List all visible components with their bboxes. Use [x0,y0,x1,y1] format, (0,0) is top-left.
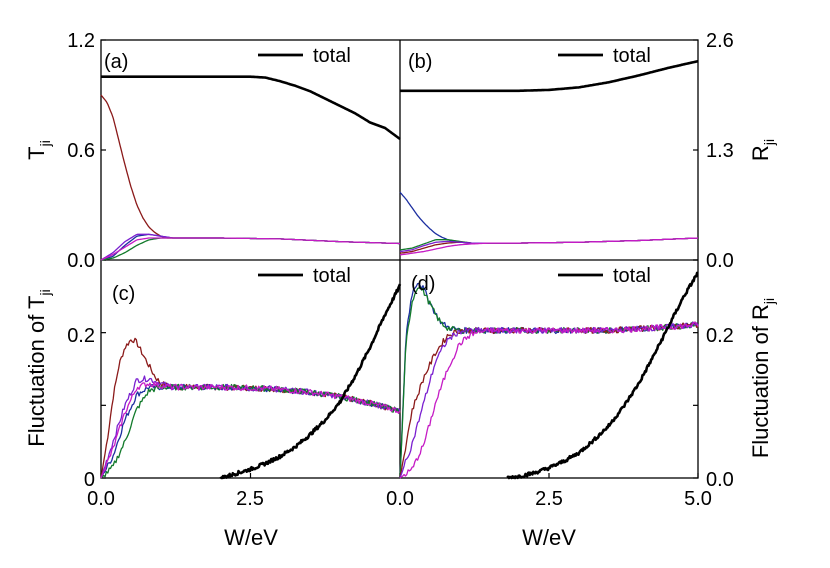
y-tick-label: 0 [84,469,95,491]
legend-label: total [313,45,351,67]
series-line-b-channel-5 [399,237,699,256]
series-line-d-channel-4 [399,321,699,479]
series-line-c-channel-1 [100,337,401,479]
x-tick-label: 5.0 [684,488,712,510]
y-axis-label-d-main: Fluctuation of R [748,304,773,458]
y-tick-label: 1.2 [67,30,95,52]
y-axis-label-c-subscript: ji [37,289,53,296]
series-line-a-channel-4 [100,237,400,261]
panel-label: (a) [104,51,128,73]
panel-label: (c) [112,283,135,305]
y-axis-label-a-subscript: ji [37,140,53,147]
y-tick-label: 2.6 [706,30,734,52]
series-line-b-total [400,59,699,93]
series-line-d-channel-1 [399,282,699,479]
series-line-c-channel-5 [100,381,401,479]
y-axis-label-c: Fluctuation of Tji [24,289,53,446]
plot-layer [100,53,699,480]
y-tick-label: 1.3 [706,140,734,162]
x-tick-label: 0.0 [386,488,414,510]
y-axis-label-d: Fluctuation of Rji [748,298,777,458]
y-tick-label: 0.6 [67,140,95,162]
y-tick-label: 0.2 [67,325,95,347]
x-axis-label: W/eV [522,525,576,550]
series-line-c-channel-3 [100,375,401,479]
legend-label: total [313,265,351,287]
y-tick-label: 0.0 [706,469,734,491]
panel-label: (b) [408,51,432,73]
series-line-d-channel-5 [399,321,699,479]
y-tick-label: 0.0 [706,250,734,272]
y-tick-label: 0.0 [67,250,95,272]
x-tick-label: 2.5 [236,488,264,510]
series-line-b-channel-1 [399,191,699,244]
y-axis-label-c-main: Fluctuation of T [24,296,49,447]
series-line-a-channel-1 [100,94,400,245]
legend-label: total [613,45,651,67]
x-axis-label: W/eV [224,525,278,550]
series-line-a-total [101,75,401,141]
y-axis-label-a-main: T [24,146,49,159]
y-tick-label: 0.2 [706,325,734,347]
panel-label: (d) [411,273,435,295]
text-layer: (a) (b) (c) (d) total total total total 0.0 0.6 1.… [24,30,777,550]
legend-label: total [613,265,651,287]
y-axis-label-b-subscript: ji [761,139,777,146]
y-axis-label-b-main: R [748,145,773,161]
series-line-a-channel-5 [100,237,400,261]
series-line-d-total [506,271,699,480]
y-axis-label-a: Tji [24,140,53,160]
series-line-c-total [219,283,402,480]
y-axis-label-d-subscript: ji [761,298,777,305]
x-tick-label: 2.5 [535,488,563,510]
y-axis-label-b: Rji [748,139,777,161]
x-tick-label: 0.0 [87,488,115,510]
series-line-d-channel-2 [399,286,699,479]
